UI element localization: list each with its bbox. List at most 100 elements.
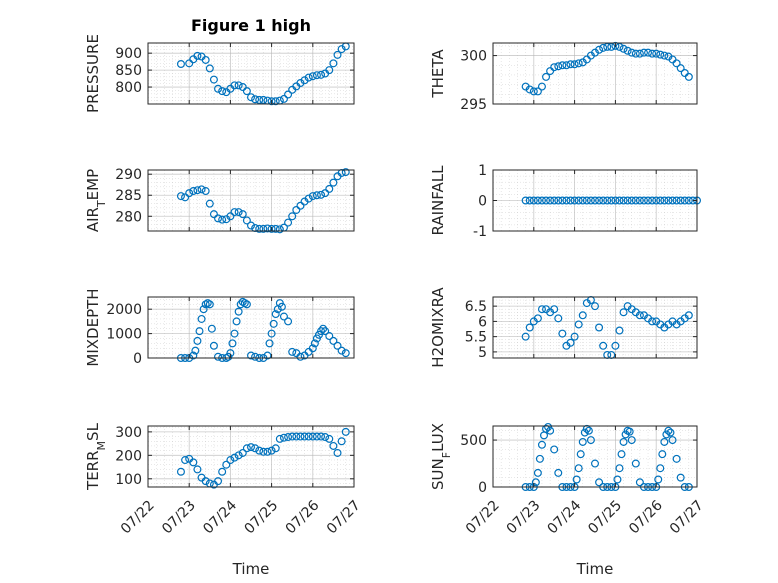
data-point — [232, 317, 241, 326]
data-point — [193, 186, 202, 195]
y-axis-label: SUNFLUX — [429, 423, 453, 490]
data-point — [226, 212, 235, 221]
data-point — [341, 427, 350, 436]
data-point — [308, 432, 317, 441]
data-point — [271, 97, 280, 106]
data-point — [230, 81, 239, 90]
data-point — [550, 196, 559, 205]
axes-box — [492, 425, 698, 488]
data-point — [664, 196, 673, 205]
data-point — [668, 436, 677, 445]
data-point — [234, 307, 243, 316]
data-point — [247, 443, 256, 452]
data-point — [205, 300, 214, 309]
axes-box — [147, 296, 355, 359]
data-point — [554, 468, 563, 477]
y-tick-label: 2000 — [106, 302, 142, 318]
data-point — [205, 64, 214, 73]
y-tick-label: 900 — [115, 46, 142, 62]
data-point — [222, 460, 231, 469]
data-point — [284, 90, 293, 99]
x-axis-label: Time — [576, 560, 614, 578]
y-tick-label: 850 — [115, 63, 142, 79]
data-point — [603, 196, 612, 205]
data-point — [271, 444, 280, 453]
data-point — [619, 196, 628, 205]
data-point — [627, 436, 636, 445]
data-point — [267, 329, 276, 338]
data-point — [680, 196, 689, 205]
y-tick-label: 300 — [460, 49, 487, 65]
data-point — [341, 168, 350, 177]
data-point — [271, 310, 280, 319]
data-point — [255, 224, 264, 233]
y-tick-label: 500 — [460, 433, 487, 449]
data-point — [652, 49, 661, 58]
data-point — [570, 196, 579, 205]
data-point — [599, 43, 608, 52]
data-point — [209, 210, 218, 219]
data-point — [627, 48, 636, 57]
data-point — [300, 432, 309, 441]
data-point — [329, 336, 338, 345]
axes-box — [492, 296, 698, 359]
data-point — [521, 196, 530, 205]
data-point — [666, 428, 675, 437]
data-point — [238, 83, 247, 92]
data-point — [672, 454, 681, 463]
data-point — [566, 196, 575, 205]
data-point — [269, 319, 278, 328]
data-point — [271, 224, 280, 233]
data-point — [317, 70, 326, 79]
data-point — [247, 221, 256, 230]
data-point — [333, 341, 342, 350]
data-point — [191, 346, 200, 355]
data-point — [574, 320, 583, 329]
y-tick-label: 300 — [115, 425, 142, 441]
data-point — [623, 46, 632, 55]
y-tick-label: 6 — [478, 314, 487, 330]
data-point — [521, 332, 530, 341]
data-point — [209, 75, 218, 84]
data-point — [255, 95, 264, 104]
data-point — [660, 51, 669, 60]
data-point — [631, 49, 640, 58]
axes-box — [147, 425, 355, 488]
data-point — [656, 464, 665, 473]
data-point — [635, 478, 644, 487]
data-point — [535, 454, 544, 463]
data-point — [214, 477, 223, 486]
data-point — [644, 196, 653, 205]
data-point — [329, 441, 338, 450]
data-point — [676, 196, 685, 205]
data-point — [558, 196, 567, 205]
data-point — [572, 475, 581, 484]
data-point — [546, 196, 555, 205]
data-point — [296, 432, 305, 441]
data-point — [195, 327, 204, 336]
data-point — [668, 196, 677, 205]
data-point — [304, 73, 313, 82]
data-point — [277, 302, 286, 311]
data-point — [321, 189, 330, 198]
data-point — [228, 339, 237, 348]
data-point — [595, 478, 604, 487]
data-point — [321, 327, 330, 336]
data-point — [599, 341, 608, 350]
data-point — [176, 60, 185, 69]
data-point — [333, 448, 342, 457]
data-point — [658, 450, 667, 459]
data-point — [214, 84, 223, 93]
data-point — [684, 311, 693, 320]
subplot-rainfall: -1 0 1 RAINFALL — [429, 163, 701, 240]
x-axis-label: Time — [232, 560, 270, 578]
data-point — [533, 468, 542, 477]
data-point — [337, 45, 346, 54]
y-tick-label: 1000 — [106, 327, 142, 343]
data-point — [288, 347, 297, 356]
data-point — [615, 464, 624, 473]
data-point — [284, 218, 293, 227]
data-point — [251, 95, 260, 104]
data-point — [595, 196, 604, 205]
